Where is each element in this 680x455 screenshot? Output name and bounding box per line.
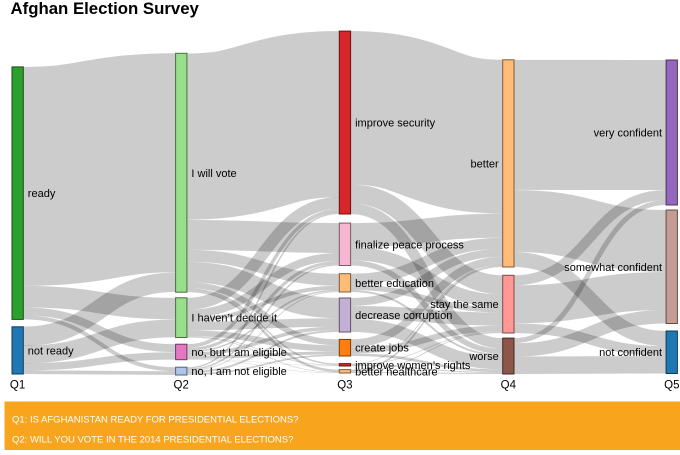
svg-text:I will vote: I will vote xyxy=(191,168,236,180)
svg-text:Q2: Q2 xyxy=(174,380,189,392)
svg-text:not ready: not ready xyxy=(28,345,74,357)
svg-text:Q5: Q5 xyxy=(664,380,679,392)
svg-text:Q2: WILL YOU VOTE IN THE 2014: Q2: WILL YOU VOTE IN THE 2014 PRESIDENTI… xyxy=(12,434,293,445)
svg-text:Q4: Q4 xyxy=(501,380,517,392)
svg-text:no, I am not eligible: no, I am not eligible xyxy=(191,366,286,378)
svg-text:better education: better education xyxy=(355,278,434,290)
svg-text:Q3: Q3 xyxy=(337,380,352,392)
svg-text:somewhat confident: somewhat confident xyxy=(564,262,662,274)
svg-text:Q1: IS AFGHANISTAN READY FOR P: Q1: IS AFGHANISTAN READY FOR PRESIDENTIA… xyxy=(12,414,298,425)
svg-text:worse: worse xyxy=(468,351,498,363)
svg-text:improve security: improve security xyxy=(355,118,436,130)
svg-text:no, but I am eligible: no, but I am eligible xyxy=(191,347,286,359)
svg-text:Afghan Election Survey: Afghan Election Survey xyxy=(11,0,200,18)
svg-text:better healthcare: better healthcare xyxy=(355,366,438,378)
svg-text:I haven’t decide it: I haven’t decide it xyxy=(191,313,277,325)
svg-text:create jobs: create jobs xyxy=(355,343,409,355)
svg-text:better: better xyxy=(471,158,499,170)
svg-text:Q1: Q1 xyxy=(10,380,25,392)
svg-text:finalize peace process: finalize peace process xyxy=(355,239,464,251)
svg-text:very confident: very confident xyxy=(594,128,662,140)
svg-text:decrease corruption: decrease corruption xyxy=(355,310,452,322)
svg-text:ready: ready xyxy=(28,188,56,200)
svg-text:not confident: not confident xyxy=(599,347,662,359)
svg-text:stay the same: stay the same xyxy=(430,299,498,311)
